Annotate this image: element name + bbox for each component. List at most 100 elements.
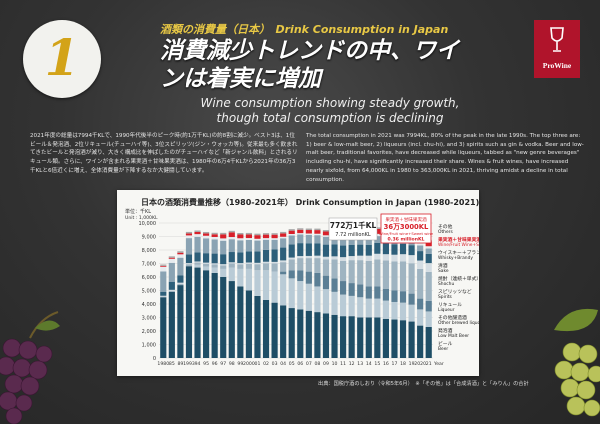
bar-segment	[271, 271, 278, 303]
bar-segment	[374, 242, 381, 254]
x-tick-label: 13	[357, 361, 363, 367]
bar-segment	[365, 255, 372, 261]
bar-segment	[185, 231, 193, 234]
bar-segment	[194, 264, 201, 268]
bar-segment	[305, 234, 312, 244]
bar-segment	[194, 262, 201, 265]
bar-segment	[374, 298, 381, 318]
x-tick-label: 06	[297, 361, 303, 367]
bar-segment	[305, 283, 312, 311]
x-tick-label: 98	[229, 361, 235, 367]
bar-segment	[391, 261, 398, 291]
bar-segment	[322, 289, 330, 314]
bar-segment	[168, 257, 175, 259]
legend-item-jp: ウイスキー＋ブランデー	[438, 249, 479, 256]
bar-segment	[322, 236, 330, 245]
wine-glass-icon	[550, 27, 564, 52]
wine-callout-en-a: Wine/Fruit wine+Sweet wine	[379, 231, 434, 236]
bar-segment	[288, 235, 295, 245]
y-tick-label: 1,000	[142, 342, 156, 348]
bar-segment	[374, 228, 381, 234]
bar-segment	[160, 266, 167, 272]
bar-segment	[262, 270, 270, 300]
x-tick-label: 15	[374, 361, 380, 367]
bar-segment	[203, 238, 210, 254]
x-tick-label: 01	[255, 361, 261, 367]
bar-segment	[425, 271, 432, 301]
y-tick-label: 4,000	[142, 302, 156, 308]
bar-segment	[228, 252, 235, 263]
bar-segment	[177, 257, 184, 276]
bar-segment	[391, 290, 398, 302]
bar-segment	[331, 244, 338, 257]
bar-segment	[271, 263, 278, 272]
x-tick-label: 07	[306, 361, 312, 367]
bar-segment	[185, 263, 193, 265]
bar-segment	[408, 263, 415, 294]
bar-segment	[340, 281, 347, 295]
bar-segment	[297, 234, 304, 244]
x-tick-label: 19	[409, 361, 415, 367]
bar-segment	[228, 230, 235, 233]
x-tick-label: 97	[220, 361, 226, 367]
bar-segment	[348, 295, 355, 317]
bar-segment	[194, 261, 201, 263]
bar-segment	[185, 266, 193, 358]
bar-segment	[280, 274, 287, 306]
bar-segment	[280, 236, 287, 239]
total-callout-box	[328, 217, 378, 241]
bar-segment	[185, 254, 193, 264]
bar-segment	[348, 244, 355, 257]
bar-segment	[262, 261, 270, 264]
bar-segment	[322, 230, 330, 232]
bar-segment	[245, 239, 252, 252]
bar-segment	[288, 230, 295, 235]
bar-segment	[254, 251, 261, 263]
x-tick-label: 2000	[243, 361, 255, 367]
x-tick-label: 21	[426, 361, 432, 367]
bar-segment	[305, 255, 312, 259]
bar-segment	[245, 232, 252, 235]
bar-segment	[271, 261, 278, 264]
bar-segment	[194, 231, 201, 235]
x-tick-label: 02	[263, 361, 269, 367]
bar-segment	[348, 283, 355, 296]
bar-segment	[280, 260, 287, 263]
wine-callout-en-b: 0.36 millionKL	[388, 237, 425, 243]
bar-segment	[425, 263, 432, 272]
bar-segment	[297, 281, 304, 310]
bar-segment	[228, 281, 235, 358]
bar-segment	[220, 240, 227, 255]
bar-segment	[237, 238, 244, 241]
bar-segment	[288, 259, 295, 271]
bar-segment	[357, 244, 364, 256]
bar-segment	[211, 263, 218, 265]
source-note: 出典：国税庁酒のしおり（令和5年6月） ※「その他」は「合成清酒」と「みりん」の…	[318, 381, 529, 387]
bar-segment	[245, 238, 252, 240]
bar-segment	[365, 317, 372, 358]
bar-segment	[280, 247, 287, 261]
bar-segment	[417, 251, 424, 261]
bar-segment	[297, 256, 304, 259]
legend-item-jp: スピリッツなど	[438, 288, 472, 295]
bar-segment	[288, 278, 295, 309]
bar-segment	[417, 325, 424, 358]
bar-segment	[211, 272, 218, 358]
legend-item-en: Other brewed liquor	[438, 320, 479, 326]
bar-segment	[177, 275, 184, 283]
bar-segment	[322, 313, 330, 358]
wine-callout-box	[380, 213, 432, 244]
x-tick-label: 10	[332, 361, 338, 367]
number-badge: 1	[23, 20, 101, 98]
bar-segment	[322, 235, 330, 237]
grapes-left-icon	[0, 311, 60, 424]
bar-segment	[305, 258, 312, 272]
bar-segment	[340, 245, 347, 258]
x-tick-label: 94	[195, 361, 201, 367]
bar-segment	[314, 228, 321, 231]
bar-segment	[297, 309, 304, 358]
unit-label-en: Unit : 1,000KL	[125, 215, 158, 221]
bar-segment	[425, 253, 432, 264]
